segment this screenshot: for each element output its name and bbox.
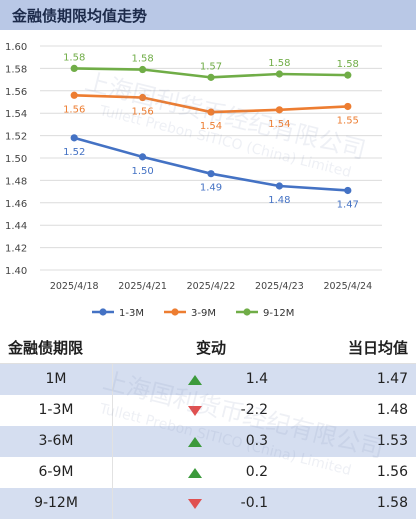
title-bar: 金融债期限均值走势 <box>0 0 416 30</box>
data-label: 1.47 <box>337 199 359 210</box>
row-tenor: 3-6M <box>38 433 74 449</box>
table-row: 9-12M -0.1 1.58 <box>0 488 416 519</box>
y-tick-label: 1.40 <box>5 266 27 277</box>
table-row: 1-3M -2.2 1.48 <box>0 395 416 426</box>
data-label: 1.55 <box>337 115 359 126</box>
y-tick-label: 1.42 <box>5 244 27 255</box>
data-point <box>207 108 215 116</box>
y-tick-label: 1.52 <box>5 132 27 143</box>
x-tick-label: 2025/4/22 <box>187 281 236 292</box>
data-label: 1.56 <box>131 107 153 118</box>
table-row: 1M 1.4 1.47 <box>0 364 416 395</box>
page-title: 金融债期限均值走势 <box>12 7 148 25</box>
up-arrow-icon <box>188 468 202 478</box>
header-change: 变动 <box>196 339 227 357</box>
row-tenor: 9-12M <box>34 495 78 511</box>
y-tick-label: 1.48 <box>5 176 27 187</box>
row-divider <box>112 488 113 519</box>
legend-label: 3-9M <box>191 308 216 319</box>
data-point <box>70 134 78 142</box>
row-tenor: 1-3M <box>38 402 74 418</box>
row-avg: 1.53 <box>376 433 408 449</box>
legend-swatch-marker <box>99 308 107 316</box>
data-point <box>344 186 352 195</box>
data-label: 1.56 <box>63 104 85 115</box>
data-point <box>70 64 78 72</box>
data-label: 1.57 <box>200 61 222 72</box>
data-point <box>207 170 215 178</box>
legend-label: 9-12M <box>263 308 294 319</box>
data-label: 1.58 <box>131 54 153 65</box>
x-tick-label: 2025/4/24 <box>323 281 372 292</box>
data-point <box>139 153 147 161</box>
y-tick-label: 1.58 <box>5 64 27 75</box>
legend-label: 1-3M <box>119 308 144 319</box>
down-arrow-icon <box>188 406 202 416</box>
up-arrow-icon <box>188 375 202 385</box>
data-point <box>344 102 352 111</box>
row-divider <box>112 395 113 426</box>
data-point <box>275 182 283 190</box>
y-tick-label: 1.50 <box>5 154 27 165</box>
y-tick-label: 1.60 <box>5 42 27 53</box>
table-row: 6-9M 0.2 1.56 <box>0 457 416 488</box>
header-tenor: 金融债期限 <box>8 339 84 357</box>
row-divider <box>112 457 113 488</box>
data-label: 1.58 <box>268 58 290 69</box>
x-tick-label: 2025/4/23 <box>255 281 304 292</box>
row-avg: 1.47 <box>376 371 408 387</box>
row-avg: 1.58 <box>376 495 408 511</box>
data-point <box>207 73 215 81</box>
data-label: 1.52 <box>63 147 85 158</box>
data-point <box>139 93 147 102</box>
table-row: 3-6M 0.3 1.53 <box>0 426 416 457</box>
row-change: 1.4 <box>245 371 268 387</box>
legend-swatch-marker <box>243 308 251 316</box>
x-tick-label: 2025/4/18 <box>50 281 99 292</box>
row-avg: 1.48 <box>376 402 408 418</box>
row-change: 0.3 <box>245 433 268 449</box>
row-change: -0.1 <box>240 495 268 511</box>
y-tick-label: 1.56 <box>5 87 27 98</box>
row-change: 0.2 <box>245 464 268 480</box>
table-header: 金融债期限 变动 当日均值 <box>0 329 416 364</box>
row-divider <box>112 364 113 395</box>
row-change: -2.2 <box>240 402 268 418</box>
y-tick-label: 1.44 <box>5 221 27 232</box>
data-label: 1.54 <box>200 121 222 132</box>
down-arrow-icon <box>188 499 202 509</box>
data-point <box>139 65 147 74</box>
row-tenor: 1M <box>45 371 67 387</box>
line-chart: 1.40 1.42 1.44 1.46 1.48 1.50 1.52 1.54 1.56 1.58… <box>5 42 382 319</box>
data-label: 1.49 <box>200 183 222 194</box>
data-label: 1.58 <box>63 52 85 63</box>
data-point <box>275 106 283 114</box>
table-body: 1M 1.4 1.47 1-3M -2.2 1.48 3-6M 0.3 1.53… <box>0 364 416 519</box>
row-avg: 1.56 <box>376 464 408 480</box>
legend-swatch-marker <box>171 308 179 316</box>
data-label: 1.50 <box>131 166 153 177</box>
data-point <box>344 71 352 79</box>
y-tick-label: 1.46 <box>5 199 27 210</box>
up-arrow-icon <box>188 437 202 447</box>
data-point <box>70 91 78 99</box>
data-label: 1.48 <box>268 195 290 206</box>
header-avg: 当日均值 <box>347 339 408 357</box>
x-tick-label: 2025/4/21 <box>118 281 167 292</box>
data-point <box>275 70 283 78</box>
y-tick-label: 1.54 <box>5 109 27 120</box>
data-label: 1.58 <box>337 59 359 70</box>
data-label: 1.54 <box>268 119 290 130</box>
row-tenor: 6-9M <box>38 464 74 480</box>
row-divider <box>112 426 113 457</box>
